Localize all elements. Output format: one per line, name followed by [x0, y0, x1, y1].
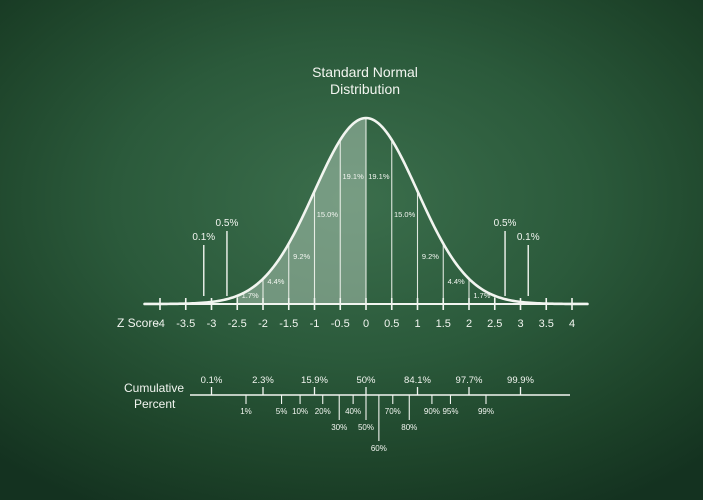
- segment-shading-group: [237, 118, 444, 304]
- cumulative-upper-label: 97.7%: [456, 375, 483, 386]
- cumulative-label-line-2: Percent: [134, 397, 176, 411]
- cumulative-upper-label: 50%: [356, 375, 376, 386]
- cumulative-upper-label: 84.1%: [404, 375, 431, 386]
- cumulative-label-line-1: Cumulative: [124, 381, 184, 395]
- segment-shade: [418, 191, 444, 304]
- segment-percent-label: 19.1%: [368, 172, 390, 181]
- segment-percent-label: 19.1%: [342, 172, 364, 181]
- segment-shade: [340, 118, 366, 304]
- x-tick-label: 1: [414, 318, 420, 330]
- segment-percent-label: 1.7%: [242, 291, 259, 300]
- x-tick-label: -2.5: [228, 318, 247, 330]
- cumulative-lower-label: 5%: [276, 407, 288, 416]
- x-tick-label: -3.5: [176, 318, 195, 330]
- segment-percent-label: 9.2%: [293, 252, 310, 261]
- segment-shade: [366, 118, 392, 304]
- tail-percent-label: 0.5%: [216, 218, 239, 229]
- x-tick-label: 2.5: [487, 318, 502, 330]
- segment-percent-label: 4.4%: [448, 277, 465, 286]
- x-tick-label: 0: [363, 318, 369, 330]
- segment-shade: [288, 191, 315, 304]
- segment-shade: [263, 243, 289, 304]
- x-tick-label: -1: [310, 318, 320, 330]
- x-tick-label: 3: [517, 318, 523, 330]
- x-tick-label: -2: [258, 318, 268, 330]
- x-tick-label: 0.5: [384, 318, 399, 330]
- cumulative-upper-label: 15.9%: [301, 375, 328, 386]
- tail-percent-label: 0.1%: [192, 232, 215, 243]
- cumulative-lower-label: 20%: [315, 407, 331, 416]
- x-tick-label: -1.5: [279, 318, 298, 330]
- cumulative-lower-label: 50%: [358, 423, 374, 432]
- cumulative-lower-label: 95%: [442, 407, 458, 416]
- chart-lines-group: [143, 116, 589, 441]
- cumulative-upper-label: 2.3%: [252, 375, 274, 386]
- x-tick-label: 4: [569, 318, 575, 330]
- segment-percent-label: 15.0%: [317, 210, 339, 219]
- x-axis-label: Z Score: [117, 316, 159, 330]
- cumulative-lower-label: 70%: [385, 407, 401, 416]
- segment-shade: [314, 139, 341, 304]
- cumulative-upper-label: 0.1%: [201, 375, 223, 386]
- cumulative-lower-label: 60%: [371, 444, 387, 453]
- x-tick-label: 1.5: [436, 318, 451, 330]
- x-tick-label: 3.5: [539, 318, 554, 330]
- cumulative-lower-label: 90%: [424, 407, 440, 416]
- x-tick-label: -0.5: [331, 318, 350, 330]
- x-tick-label: 2: [466, 318, 472, 330]
- segment-percent-label: 9.2%: [422, 252, 439, 261]
- chart-text-group: Standard Normal Distribution Z Score Cum…: [117, 64, 575, 453]
- cumulative-lower-label: 30%: [331, 423, 347, 432]
- segment-percent-label: 1.7%: [473, 291, 490, 300]
- cumulative-upper-label: 99.9%: [507, 375, 534, 386]
- segment-percent-label: 15.0%: [394, 210, 416, 219]
- tail-percent-label: 0.1%: [517, 232, 540, 243]
- cumulative-lower-label: 80%: [401, 423, 417, 432]
- cumulative-lower-label: 10%: [292, 407, 308, 416]
- x-tick-label: -4: [155, 318, 165, 330]
- chart-title-line-1: Standard Normal: [312, 64, 418, 80]
- cumulative-lower-label: 1%: [240, 407, 252, 416]
- cumulative-lower-label: 99%: [478, 407, 494, 416]
- chart-title-line-2: Distribution: [330, 81, 400, 97]
- segment-percent-label: 4.4%: [267, 277, 284, 286]
- tail-percent-label: 0.5%: [494, 218, 517, 229]
- cumulative-lower-label: 40%: [345, 407, 361, 416]
- x-tick-label: -3: [207, 318, 217, 330]
